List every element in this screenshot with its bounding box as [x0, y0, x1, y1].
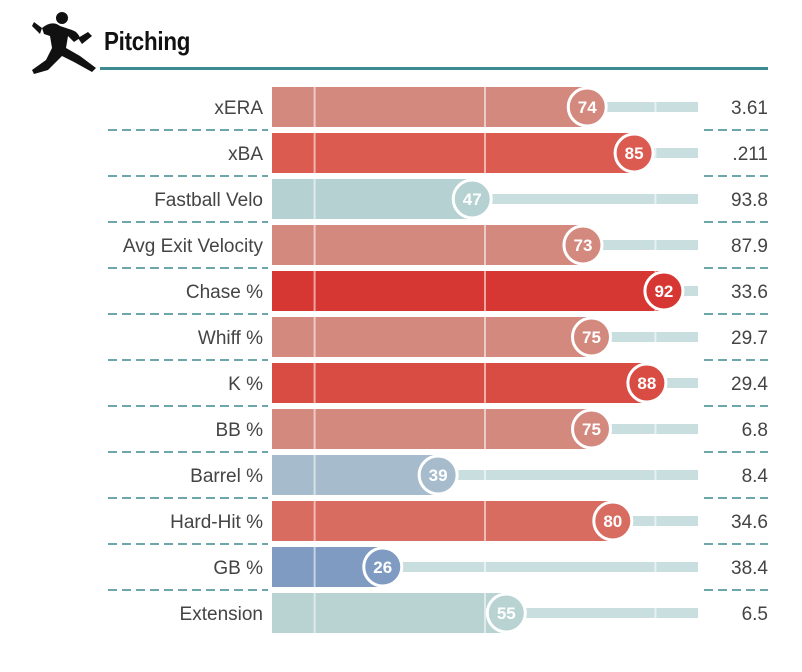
- percentile-bar: [272, 271, 664, 311]
- category-label: Hard-Hit %: [170, 512, 263, 533]
- percentile-label: 26: [373, 558, 392, 577]
- stat-value: 29.7: [731, 328, 768, 349]
- header: Pitching: [0, 0, 802, 74]
- percentile-bar: [272, 133, 635, 173]
- percentile-label: 73: [574, 236, 593, 255]
- percentile-bar: [272, 455, 439, 495]
- percentile-circle: [562, 224, 604, 266]
- percentile-circle: [485, 592, 527, 634]
- percentile-bar: [272, 593, 507, 633]
- category-label: xBA: [228, 144, 263, 165]
- percentile-circle: [417, 454, 459, 496]
- percentile-circle: [592, 500, 634, 542]
- category-label: Chase %: [186, 282, 263, 303]
- percentile-label: 39: [429, 466, 448, 485]
- category-label: xERA: [214, 98, 263, 119]
- percentile-bar: [272, 409, 592, 449]
- percentile-label: 80: [603, 512, 622, 531]
- percentile-circle: [566, 86, 608, 128]
- stat-value: 6.8: [742, 420, 768, 441]
- pitcher-silhouette-icon: [32, 12, 96, 74]
- category-label: K %: [228, 374, 263, 395]
- percentile-circle: [571, 316, 612, 358]
- percentile-bar: [272, 225, 583, 265]
- category-label: Barrel %: [190, 466, 263, 487]
- percentile-label: 55: [497, 604, 516, 623]
- category-label: Fastball Velo: [154, 190, 263, 211]
- percentile-circle: [626, 362, 668, 404]
- percentile-label: 92: [654, 282, 673, 301]
- percentile-circle: [451, 178, 493, 220]
- category-label: BB %: [215, 420, 263, 441]
- category-label: Avg Exit Velocity: [123, 236, 264, 257]
- stat-value: 8.4: [742, 466, 769, 487]
- percentile-label: 75: [582, 328, 601, 347]
- category-label: GB %: [213, 558, 263, 579]
- title-rule: [100, 67, 768, 70]
- percentile-bar: [272, 87, 588, 127]
- stat-value: 34.6: [731, 512, 768, 533]
- percentile-circle: [613, 132, 655, 174]
- percentile-label: 88: [637, 374, 656, 393]
- percentile-label: 74: [578, 98, 597, 117]
- stat-value: 38.4: [731, 558, 768, 579]
- stat-value: 93.8: [731, 190, 768, 211]
- percentile-circle: [571, 408, 612, 450]
- percentile-label: 75: [582, 420, 601, 439]
- percentile-bar: [272, 363, 647, 403]
- category-label: Whiff %: [198, 328, 263, 349]
- stat-value: 6.5: [742, 604, 768, 625]
- percentile-label: 85: [625, 144, 644, 163]
- category-label: Extension: [180, 604, 263, 625]
- percentile-bar: [272, 179, 473, 219]
- percentile-circle: [362, 546, 404, 588]
- stat-value: .211: [732, 144, 768, 165]
- stat-value: 33.6: [731, 282, 768, 303]
- percentile-bar: [272, 317, 592, 357]
- percentile-bar: [272, 501, 613, 541]
- percentile-label: 47: [463, 190, 482, 209]
- stat-value: 87.9: [731, 236, 768, 257]
- section-title: Pitching: [104, 26, 191, 56]
- stat-value: 29.4: [731, 374, 768, 395]
- percentile-circle: [643, 270, 685, 312]
- stat-value: 3.61: [731, 98, 768, 119]
